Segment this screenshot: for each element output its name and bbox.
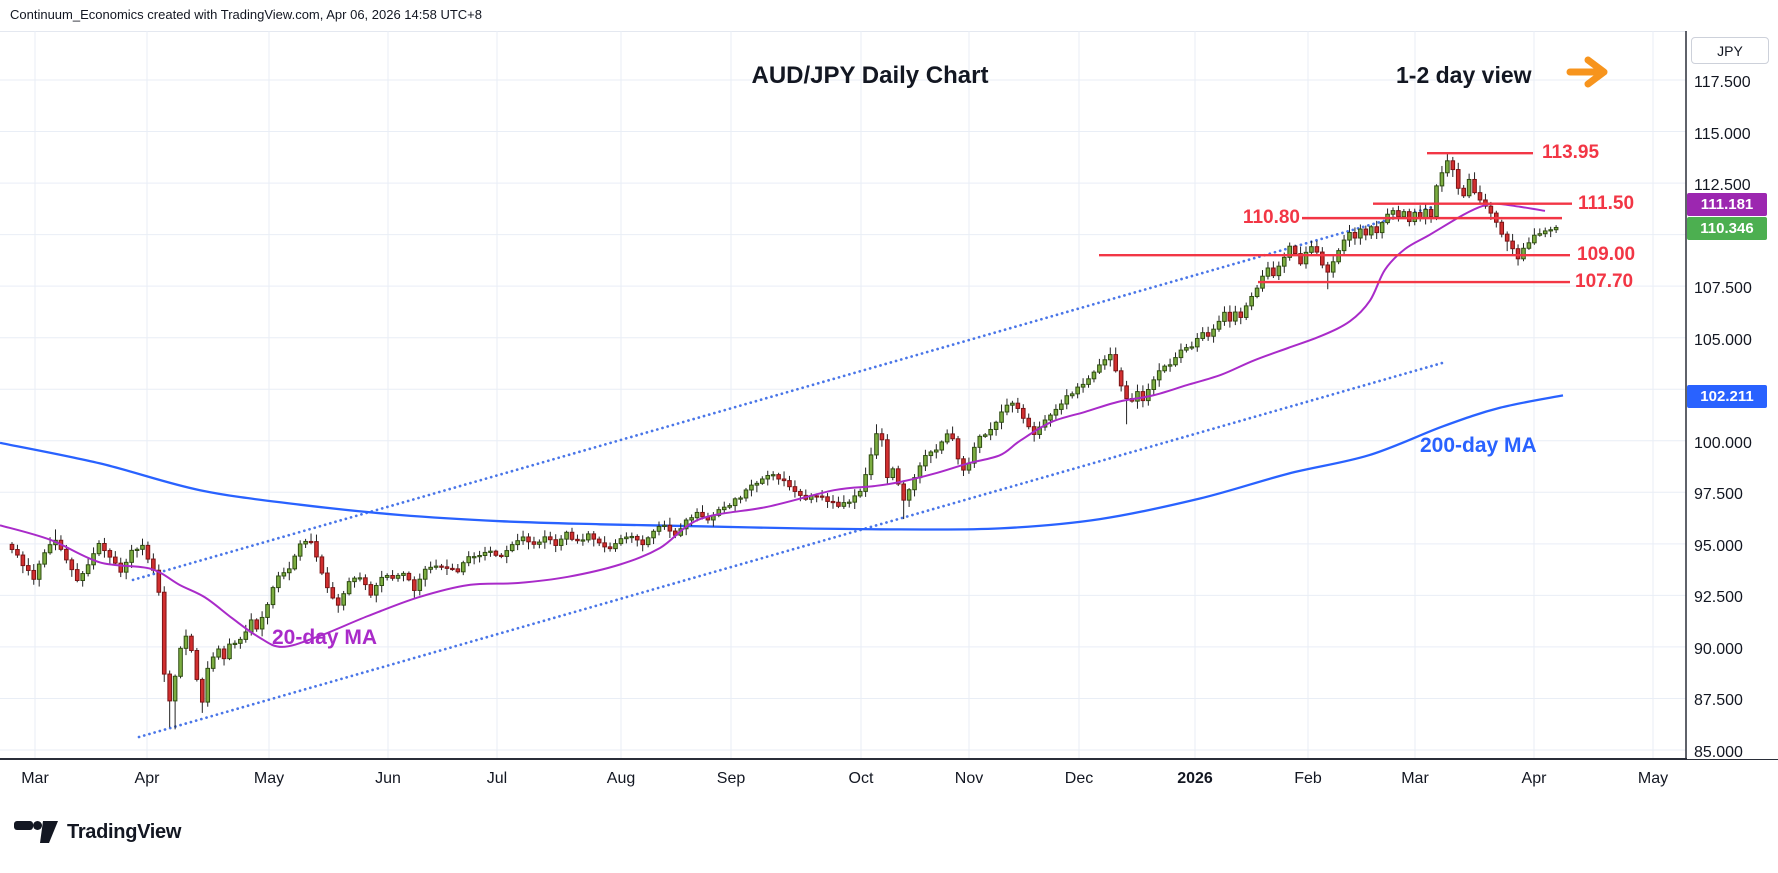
price-tick: 97.500 [1694, 486, 1743, 504]
attribution-text: Continuum_Economics created with Trading… [10, 7, 482, 22]
currency-label: JPY [1691, 37, 1769, 64]
price-tick: 100.000 [1694, 434, 1752, 452]
month-label: Mar [1401, 770, 1429, 787]
tradingview-logo[interactable]: TradingView [14, 818, 181, 846]
price-tick: 115.000 [1694, 125, 1751, 143]
price-tick: 117.500 [1694, 74, 1751, 91]
month-label: Nov [954, 770, 984, 787]
tradingview-logo-text: TradingView [67, 820, 182, 843]
price-tick: 87.500 [1694, 692, 1743, 710]
price-tick: 105.000 [1694, 331, 1752, 349]
price-badge: 111.181 [1687, 193, 1767, 216]
month-label: May [253, 770, 285, 787]
month-label: Mar [21, 770, 49, 787]
time-axis[interactable]: Mar Apr May Jun Jul Aug Sep Oct Nov Dec 2026 Feb Mar… [0, 761, 1778, 805]
month-label: Apr [134, 770, 160, 787]
price-tick: 107.500 [1694, 280, 1752, 298]
price-tick: 112.500 [1694, 177, 1751, 195]
price-badge: 102.211 [1687, 385, 1767, 408]
price-tick: 95.000 [1694, 537, 1743, 555]
month-label: Dec [1064, 770, 1094, 787]
tradingview-logo-icon [14, 821, 58, 843]
price-badge: 110.346 [1687, 217, 1767, 240]
month-label: Feb [1294, 770, 1322, 787]
month-label: 2026 [1177, 770, 1213, 787]
month-label: Sep [716, 770, 746, 787]
header-separator [0, 31, 1778, 32]
month-label: Jul [486, 770, 508, 787]
month-label: Jun [375, 770, 401, 787]
month-label: Apr [1521, 770, 1547, 787]
price-tick: 90.000 [1694, 640, 1743, 658]
month-label: Aug [606, 770, 636, 787]
price-axis[interactable]: JPY 117.500 115.000 112.500 107.500 105.000 1… [1687, 31, 1778, 761]
price-tick: 92.500 [1694, 589, 1743, 607]
month-label: Oct [848, 770, 874, 787]
month-label: May [1637, 770, 1669, 787]
price-tick: 85.000 [1694, 743, 1743, 761]
